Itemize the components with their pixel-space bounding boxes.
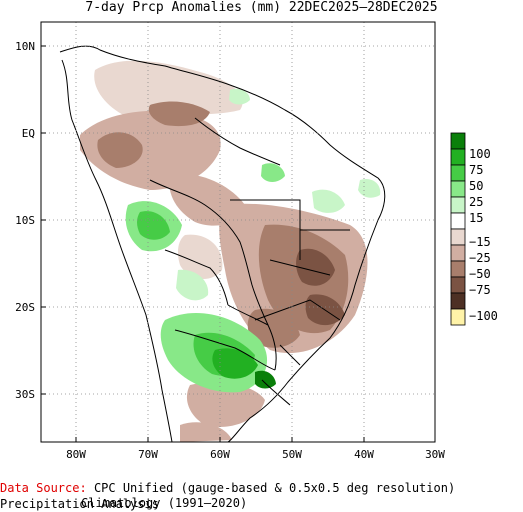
legend-label-100: 100	[469, 147, 491, 161]
wet-area-coast	[312, 189, 345, 213]
wet-area-rio-grande	[358, 178, 381, 198]
lon-label-70w: 70W	[138, 448, 158, 461]
legend-swatch-wet-75	[450, 148, 466, 166]
lat-label-30s: 30S	[15, 388, 35, 401]
border-uruguay	[261, 379, 291, 406]
dry-area-patagonia	[180, 422, 232, 442]
lat-label-20s: 20S	[15, 301, 35, 314]
precip-anomaly-map: 10N EQ 10S 20S 30S 80W 70W 60W 50W 40W 3…	[15, 21, 466, 461]
dry-area-bolivia	[177, 234, 223, 280]
legend-label-neg100: −100	[469, 309, 498, 323]
climatology-line: Climatology (1991–2020)	[81, 496, 248, 510]
legend-label-50: 50	[469, 179, 484, 193]
data-source-footer: Data Source: CPC Unified (gauge-based & …	[0, 480, 523, 512]
legend-swatch-wet-25	[450, 180, 466, 198]
dry-area-southeast	[247, 308, 300, 348]
lon-label-50w: 50W	[282, 448, 302, 461]
dry-area-guiana	[148, 101, 210, 127]
legend-swatch-wet-15	[450, 196, 466, 214]
wet-area-peru-core	[137, 211, 170, 240]
coastlines-and-borders	[59, 45, 386, 442]
legend-swatch-wet-100	[450, 132, 466, 150]
wet-anomaly-areas	[125, 88, 381, 393]
legend-swatch-dry-75	[450, 276, 466, 294]
legend-swatch-dry-50	[450, 260, 466, 278]
border-brazil-north	[194, 117, 281, 166]
legend-label-neg15: −15	[469, 235, 491, 249]
legend-label-neg75: −75	[469, 283, 491, 297]
lat-label-10s: 10S	[15, 214, 35, 227]
legend-label-neg50: −50	[469, 267, 491, 281]
map-frame	[40, 21, 436, 443]
wet-area-para	[229, 88, 250, 105]
border-bolivia	[164, 249, 229, 306]
map-title: 7-day Prcp Anomalies (mm) 22DEC2025–28DE…	[85, 0, 438, 15]
dry-area-bahia	[296, 248, 335, 286]
lat-label-eq: EQ	[22, 127, 35, 140]
lon-label-40w: 40W	[354, 448, 374, 461]
lon-label-30w: 30W	[425, 448, 445, 461]
lon-label-80w: 80W	[66, 448, 86, 461]
south-america-coastline	[59, 45, 386, 442]
wet-area-bolivia	[176, 269, 209, 301]
border-argentina	[174, 329, 276, 371]
legend-swatch-wet-50	[450, 164, 466, 182]
wet-area-northeast	[261, 163, 285, 182]
legend-swatch-extreme-dry	[450, 308, 466, 326]
legend-label-neg25: −25	[469, 251, 491, 265]
dry-area-northwest	[97, 132, 143, 168]
legend-label-25: 25	[469, 195, 484, 209]
dry-area-uruguay	[186, 382, 265, 428]
graticule	[41, 22, 435, 442]
legend-colorbar	[450, 132, 466, 326]
lat-label-10n: 10N	[15, 40, 35, 53]
legend-label-75: 75	[469, 163, 484, 177]
legend-swatch-dry-25	[450, 244, 466, 262]
pacific-coastline	[61, 59, 173, 442]
tick-marks	[41, 45, 436, 442]
wet-area-rs	[255, 370, 276, 389]
legend-label-15: 15	[469, 211, 484, 225]
state-borders	[230, 199, 350, 366]
legend-swatch-neutral	[450, 212, 466, 230]
lon-label-60w: 60W	[210, 448, 230, 461]
data-source-line1: CPC Unified (gauge-based & 0.5x0.5 deg r…	[0, 481, 456, 511]
border-brazil-west	[149, 179, 269, 326]
legend-swatch-dry-100	[450, 292, 466, 310]
dry-area-venezuela	[94, 60, 243, 118]
data-source-label: Data Source:	[0, 481, 87, 495]
legend-swatch-dry-15	[450, 228, 466, 246]
border-paraguay	[227, 304, 277, 371]
dry-anomaly-areas	[80, 60, 368, 442]
dry-area-north-amazon	[80, 110, 221, 190]
wet-area-mesopotamia	[212, 348, 258, 379]
